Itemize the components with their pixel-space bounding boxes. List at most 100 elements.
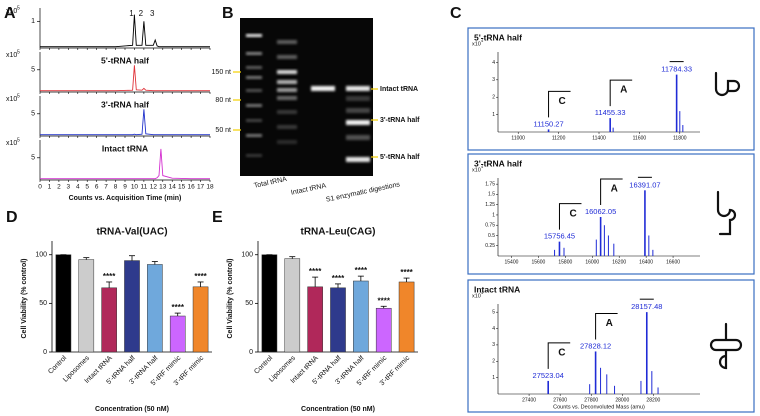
bar: [330, 287, 346, 353]
y-tick-label: 4: [492, 60, 495, 66]
gel-band: [346, 96, 370, 101]
peak-label: 27523.04: [533, 371, 564, 380]
y-tick-label: 1.25: [485, 202, 495, 208]
x-tick-label: 1: [48, 184, 52, 191]
gel-band: [277, 125, 297, 129]
scale-exponent: 5: [17, 5, 20, 11]
spectrum-title: 3'-tRNA half: [474, 158, 522, 168]
y-tick-label: 0: [43, 349, 47, 356]
y-tick-label: 1.5: [488, 192, 495, 198]
y-axis-label: Cell Viability (% control): [21, 259, 28, 339]
fragment-bracket: [547, 342, 571, 369]
gel-band: [246, 52, 262, 55]
x-axis-label: Concentration (50 nM): [95, 406, 169, 413]
spectrum-frame: [467, 27, 755, 151]
scale-exponent: 5: [17, 49, 20, 55]
x-tick-label: 27600: [553, 397, 567, 403]
marker-label: 80 nt: [215, 97, 231, 104]
fragment-bracket: [595, 312, 618, 340]
bar: [192, 286, 209, 353]
significance: ****: [377, 296, 390, 305]
scale-label: x10: [472, 167, 481, 173]
bar: [55, 254, 72, 353]
bar: [307, 286, 323, 353]
trace: [40, 109, 210, 136]
y-tick-label: 0.25: [485, 243, 495, 249]
lane-label: Total tRNA: [253, 176, 288, 190]
scale-label: x10: [472, 293, 481, 299]
trace-label: 3'-tRNA half: [101, 99, 149, 109]
trna-icon: [716, 190, 737, 236]
panel-letter: E: [212, 209, 223, 226]
fragment-bracket: [600, 178, 623, 205]
x-tick-label: 11400: [592, 135, 606, 141]
x-tick-label: 13: [159, 184, 167, 191]
trace-label: 5'-tRNA half: [101, 55, 149, 65]
y-axis-label: Cell Viability (% control): [227, 259, 234, 339]
y-tick-label: 2: [492, 359, 495, 365]
bar: [78, 259, 95, 353]
gel-band: [246, 89, 262, 92]
x-tick-label: 17: [197, 184, 205, 191]
y-tick-label: 4: [492, 326, 495, 332]
gel-band: [277, 110, 297, 114]
chart-title: tRNA-Leu(CAG): [301, 227, 376, 238]
gel-band: [246, 104, 262, 107]
x-axis-label: Counts vs. Deconvoluted Mass (amu): [553, 404, 645, 410]
x-tick-label: 28200: [646, 397, 660, 403]
x-axis-label: Concentration (50 nM): [301, 406, 375, 413]
y-tick-label: 3: [492, 342, 495, 348]
x-tick-label: 11: [141, 184, 148, 191]
significance: ****: [194, 272, 207, 281]
x-tick-label: 27800: [584, 397, 598, 403]
y-tick-label: 5: [492, 310, 495, 316]
scale-exponent: 4: [481, 38, 484, 43]
band-label: Intact tRNA: [380, 86, 418, 93]
fragment-label: C: [558, 348, 565, 359]
fragment-label: A: [620, 85, 627, 96]
x-tick-label: 11800: [673, 135, 687, 141]
band-label: 3'-tRNA half: [380, 117, 420, 124]
spectrum-frame: [467, 279, 755, 413]
gel-band: [346, 108, 370, 113]
trna-icon: [714, 71, 741, 97]
peak-label: 11150.27: [533, 119, 563, 128]
bar: [169, 315, 186, 353]
significance: ****: [400, 268, 413, 277]
fragment-label: C: [569, 208, 576, 219]
x-tick-label: 3: [67, 184, 71, 191]
y-tick-label: 1.75: [485, 181, 495, 187]
significance: ****: [332, 274, 345, 283]
bar: [147, 264, 163, 353]
x-tick-label: 15800: [558, 259, 572, 265]
y-tick-label: 5: [31, 155, 35, 162]
x-tick-label: 15600: [531, 259, 545, 265]
y-tick-label: 0.5: [488, 233, 495, 239]
panel-letter: C: [450, 5, 462, 22]
peak-label: 3: [150, 9, 155, 18]
x-tick-label: 9: [123, 184, 127, 191]
y-tick-label: 100: [35, 252, 47, 259]
scale-label: x10: [6, 96, 17, 103]
x-tick-label: 2: [57, 184, 61, 191]
gel-band: [346, 86, 370, 91]
scale-label: x10: [6, 8, 17, 15]
chart-title: tRNA-Val(UAC): [96, 227, 167, 238]
fragment-bracket: [558, 203, 582, 230]
x-tick-label: 14: [169, 184, 177, 191]
y-tick-label: 0.75: [485, 223, 495, 229]
x-tick-label: 15: [178, 184, 186, 191]
x-tick-label: 7: [104, 184, 108, 191]
gel-band: [277, 88, 297, 92]
bar: [398, 281, 415, 353]
bar: [284, 258, 301, 353]
panel-letter: A: [4, 5, 16, 22]
trna-icon: [709, 322, 743, 370]
x-tick-label: 28000: [615, 397, 629, 403]
y-tick-label: 1: [31, 18, 35, 25]
spectrum-frame: [467, 153, 755, 275]
gel-band: [277, 140, 297, 144]
y-tick-label: 1: [492, 112, 495, 118]
gel-band: [277, 96, 297, 100]
